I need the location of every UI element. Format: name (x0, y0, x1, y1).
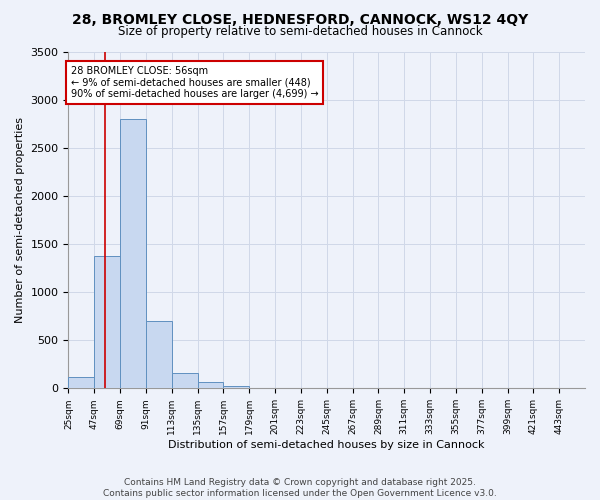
Text: Contains HM Land Registry data © Crown copyright and database right 2025.
Contai: Contains HM Land Registry data © Crown c… (103, 478, 497, 498)
Bar (120, 119, 146, 388)
Bar (146, 321, 172, 388)
X-axis label: Distribution of semi-detached houses by size in Cannock: Distribution of semi-detached houses by … (169, 440, 485, 450)
Text: Size of property relative to semi-detached houses in Cannock: Size of property relative to semi-detach… (118, 25, 482, 38)
Text: 28 BROMLEY CLOSE: 56sqm
← 9% of semi-detached houses are smaller (448)
90% of se: 28 BROMLEY CLOSE: 56sqm ← 9% of semi-det… (71, 66, 319, 99)
Bar (223, 386, 249, 388)
Bar (94, 256, 120, 388)
Bar (68, 377, 94, 388)
Y-axis label: Number of semi-detached properties: Number of semi-detached properties (15, 117, 25, 323)
Bar (197, 382, 223, 388)
Text: 28, BROMLEY CLOSE, HEDNESFORD, CANNOCK, WS12 4QY: 28, BROMLEY CLOSE, HEDNESFORD, CANNOCK, … (72, 12, 528, 26)
Bar (172, 374, 197, 388)
